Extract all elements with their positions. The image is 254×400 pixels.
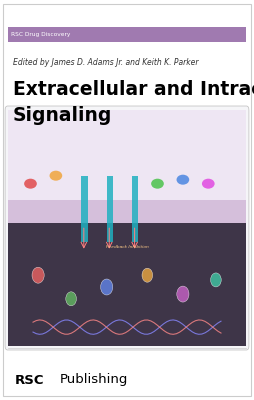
Text: Publishing: Publishing	[60, 374, 128, 386]
Bar	[8, 223, 246, 346]
Ellipse shape	[177, 175, 189, 185]
Text: Signaling: Signaling	[13, 106, 112, 125]
Bar	[107, 176, 113, 242]
Ellipse shape	[66, 292, 76, 306]
Ellipse shape	[211, 273, 221, 287]
Ellipse shape	[177, 286, 189, 302]
Bar	[8, 27, 246, 42]
Bar	[8, 200, 246, 223]
Bar	[8, 110, 246, 200]
Text: Feedback Inhibition: Feedback Inhibition	[106, 245, 148, 249]
Text: Edited by James D. Adams Jr. and Keith K. Parker: Edited by James D. Adams Jr. and Keith K…	[13, 58, 198, 67]
Ellipse shape	[32, 267, 44, 283]
Bar	[81, 176, 88, 242]
Ellipse shape	[151, 179, 164, 189]
Text: RSC Drug Discovery: RSC Drug Discovery	[11, 32, 71, 37]
Text: RSC: RSC	[15, 374, 45, 386]
Ellipse shape	[142, 268, 153, 282]
Ellipse shape	[24, 179, 37, 189]
FancyBboxPatch shape	[5, 106, 249, 350]
FancyBboxPatch shape	[3, 4, 251, 396]
Ellipse shape	[202, 179, 215, 189]
Bar	[132, 176, 138, 242]
Ellipse shape	[50, 171, 62, 181]
Text: Extracellular and Intracellular: Extracellular and Intracellular	[13, 80, 254, 99]
Ellipse shape	[101, 279, 113, 295]
